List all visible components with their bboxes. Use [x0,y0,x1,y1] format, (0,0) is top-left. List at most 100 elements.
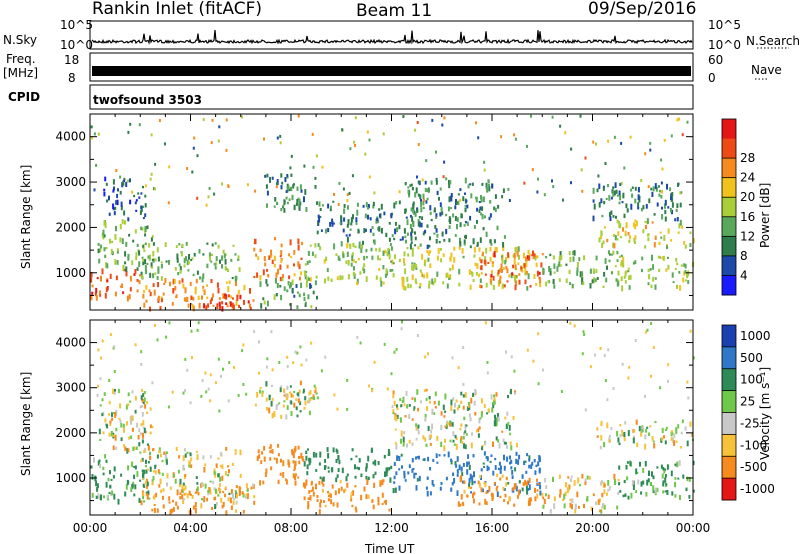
nave-tick-top: 60 [708,53,723,67]
power-colorbar-label: Power [dB] [758,183,772,248]
data-region-9 [392,451,542,497]
y-tick-label: 4000 [55,336,86,350]
nsky-trace [91,29,693,45]
data-region-4 [203,293,252,312]
y-tick-label: 4000 [55,130,86,144]
data-region-10 [316,200,417,245]
station-title: Rankin Inlet (fitACF) [92,0,262,19]
freq-tick-bottom: 8 [68,71,76,85]
x-tick-label: 08:00 [274,521,309,535]
nsky-tick-bottom-left: 10^0 [60,38,93,52]
data-region-8 [303,447,393,483]
colorbar-tick-label: 16 [740,210,755,224]
data-region-3 [178,482,256,510]
freq-panel [89,52,694,82]
x-tick-label: 00:00 [676,521,711,535]
data-region-11 [392,245,545,291]
colorbar-swatch [722,177,736,198]
data-region-13 [404,177,506,250]
data-region-2 [140,483,256,516]
colorbar-tick-label: 12 [740,229,755,243]
colorbar-swatch [722,236,736,257]
x-tick-label: 20:00 [575,521,610,535]
colorbar-tick-label: 500 [740,351,763,365]
colorbar-swatch [722,119,736,140]
data-region-8 [265,173,318,213]
freq-tick-top: 18 [64,53,79,67]
data-region-17 [592,182,683,224]
data-region-7 [259,278,318,309]
colorbar-tick-label: 20 [740,190,755,204]
colorbar-swatch [722,478,736,501]
data-region-10 [457,473,545,507]
data-region-3 [142,278,255,312]
y-tick-label: 1000 [55,266,86,280]
velocity-colorbar-label: Velocity [m s⁻¹] [758,367,772,460]
data-region-7 [303,478,391,515]
nsky-panel [89,20,694,50]
colorbar-frame [721,118,737,296]
colorbar-swatch [722,325,736,348]
power-colorbar: 4 8 12 16 20 24 28 [721,118,755,296]
x-tick-label: 16:00 [475,521,510,535]
freq-unit: [MHz] [3,66,38,80]
colorbar-swatch [722,138,736,159]
colorbar-tick-label: -1000 [740,482,775,496]
data-region-6 [253,237,304,282]
colorbar-tick-label: 4 [740,268,748,282]
data-region-1 [97,219,154,272]
x-tick-label: 00:00 [73,521,108,535]
colorbar-swatch [722,197,736,218]
data-region-11 [391,388,518,452]
cpid-label: CPID [8,90,40,104]
colorbar-swatch [722,158,736,179]
x-tick-label: 12:00 [374,521,409,535]
data-region-5 [140,242,241,283]
nsky-tick-bottom-right: 10^0 [708,38,741,52]
nsky-tick-top-right: 10^5 [708,18,741,32]
data-region-0 [90,451,155,505]
data-region-5 [256,443,305,488]
y-tick-label: 3000 [55,381,86,395]
cpid-panel [89,84,694,110]
data-region-15 [598,219,695,249]
data-region-14 [542,250,620,289]
colorbar-tick-label: 28 [740,151,755,165]
colorbar-swatch [722,456,736,479]
data-region-12 [479,250,545,291]
sparse-echoes [90,114,689,207]
velocity-panel: 1000 2000 3000 4000 00:00 04:00 08:00 12:00 16:0… [55,319,711,535]
power-ylabel: Slant Range [km] [19,165,33,269]
colorbar-tick-label: 8 [740,249,748,263]
data-region-2 [103,176,147,222]
colorbar-swatch [722,434,736,457]
sparse-echoes [96,320,695,413]
freq-trace [92,66,691,76]
velocity-colorbar: 1000 500 100 25 -25 -100 -500 -1000 [721,324,775,501]
nsearch-label: N.Search [746,34,800,48]
date-title: 09/Sep/2016 [588,0,696,19]
data-region-9 [303,241,394,288]
time-xlabel: Time UT [364,542,415,554]
data-region-1 [98,388,155,454]
colorbar-swatch [722,390,736,413]
colorbar-swatch [722,275,736,296]
colorbar-swatch [722,346,736,370]
colorbar-swatch [722,255,736,276]
data-region-13 [596,419,694,450]
y-tick-label: 3000 [55,175,86,189]
colorbar-swatch [722,412,736,435]
y-tick-label: 2000 [55,220,86,234]
colorbar-swatch [722,216,736,237]
beam-title: Beam 11 [356,1,432,21]
y-tick-label: 1000 [55,471,86,485]
colorbar-tick-label: -25 [740,416,760,430]
x-tick-label: 04:00 [173,521,208,535]
nsky-label: N.Sky [3,33,37,47]
nave-label: Nave [751,63,782,77]
data-region-14 [618,460,695,500]
colorbar-tick-label: 24 [740,171,755,185]
colorbar-tick-label: -100 [740,438,767,452]
nave-tick-bottom: 0 [708,71,716,85]
